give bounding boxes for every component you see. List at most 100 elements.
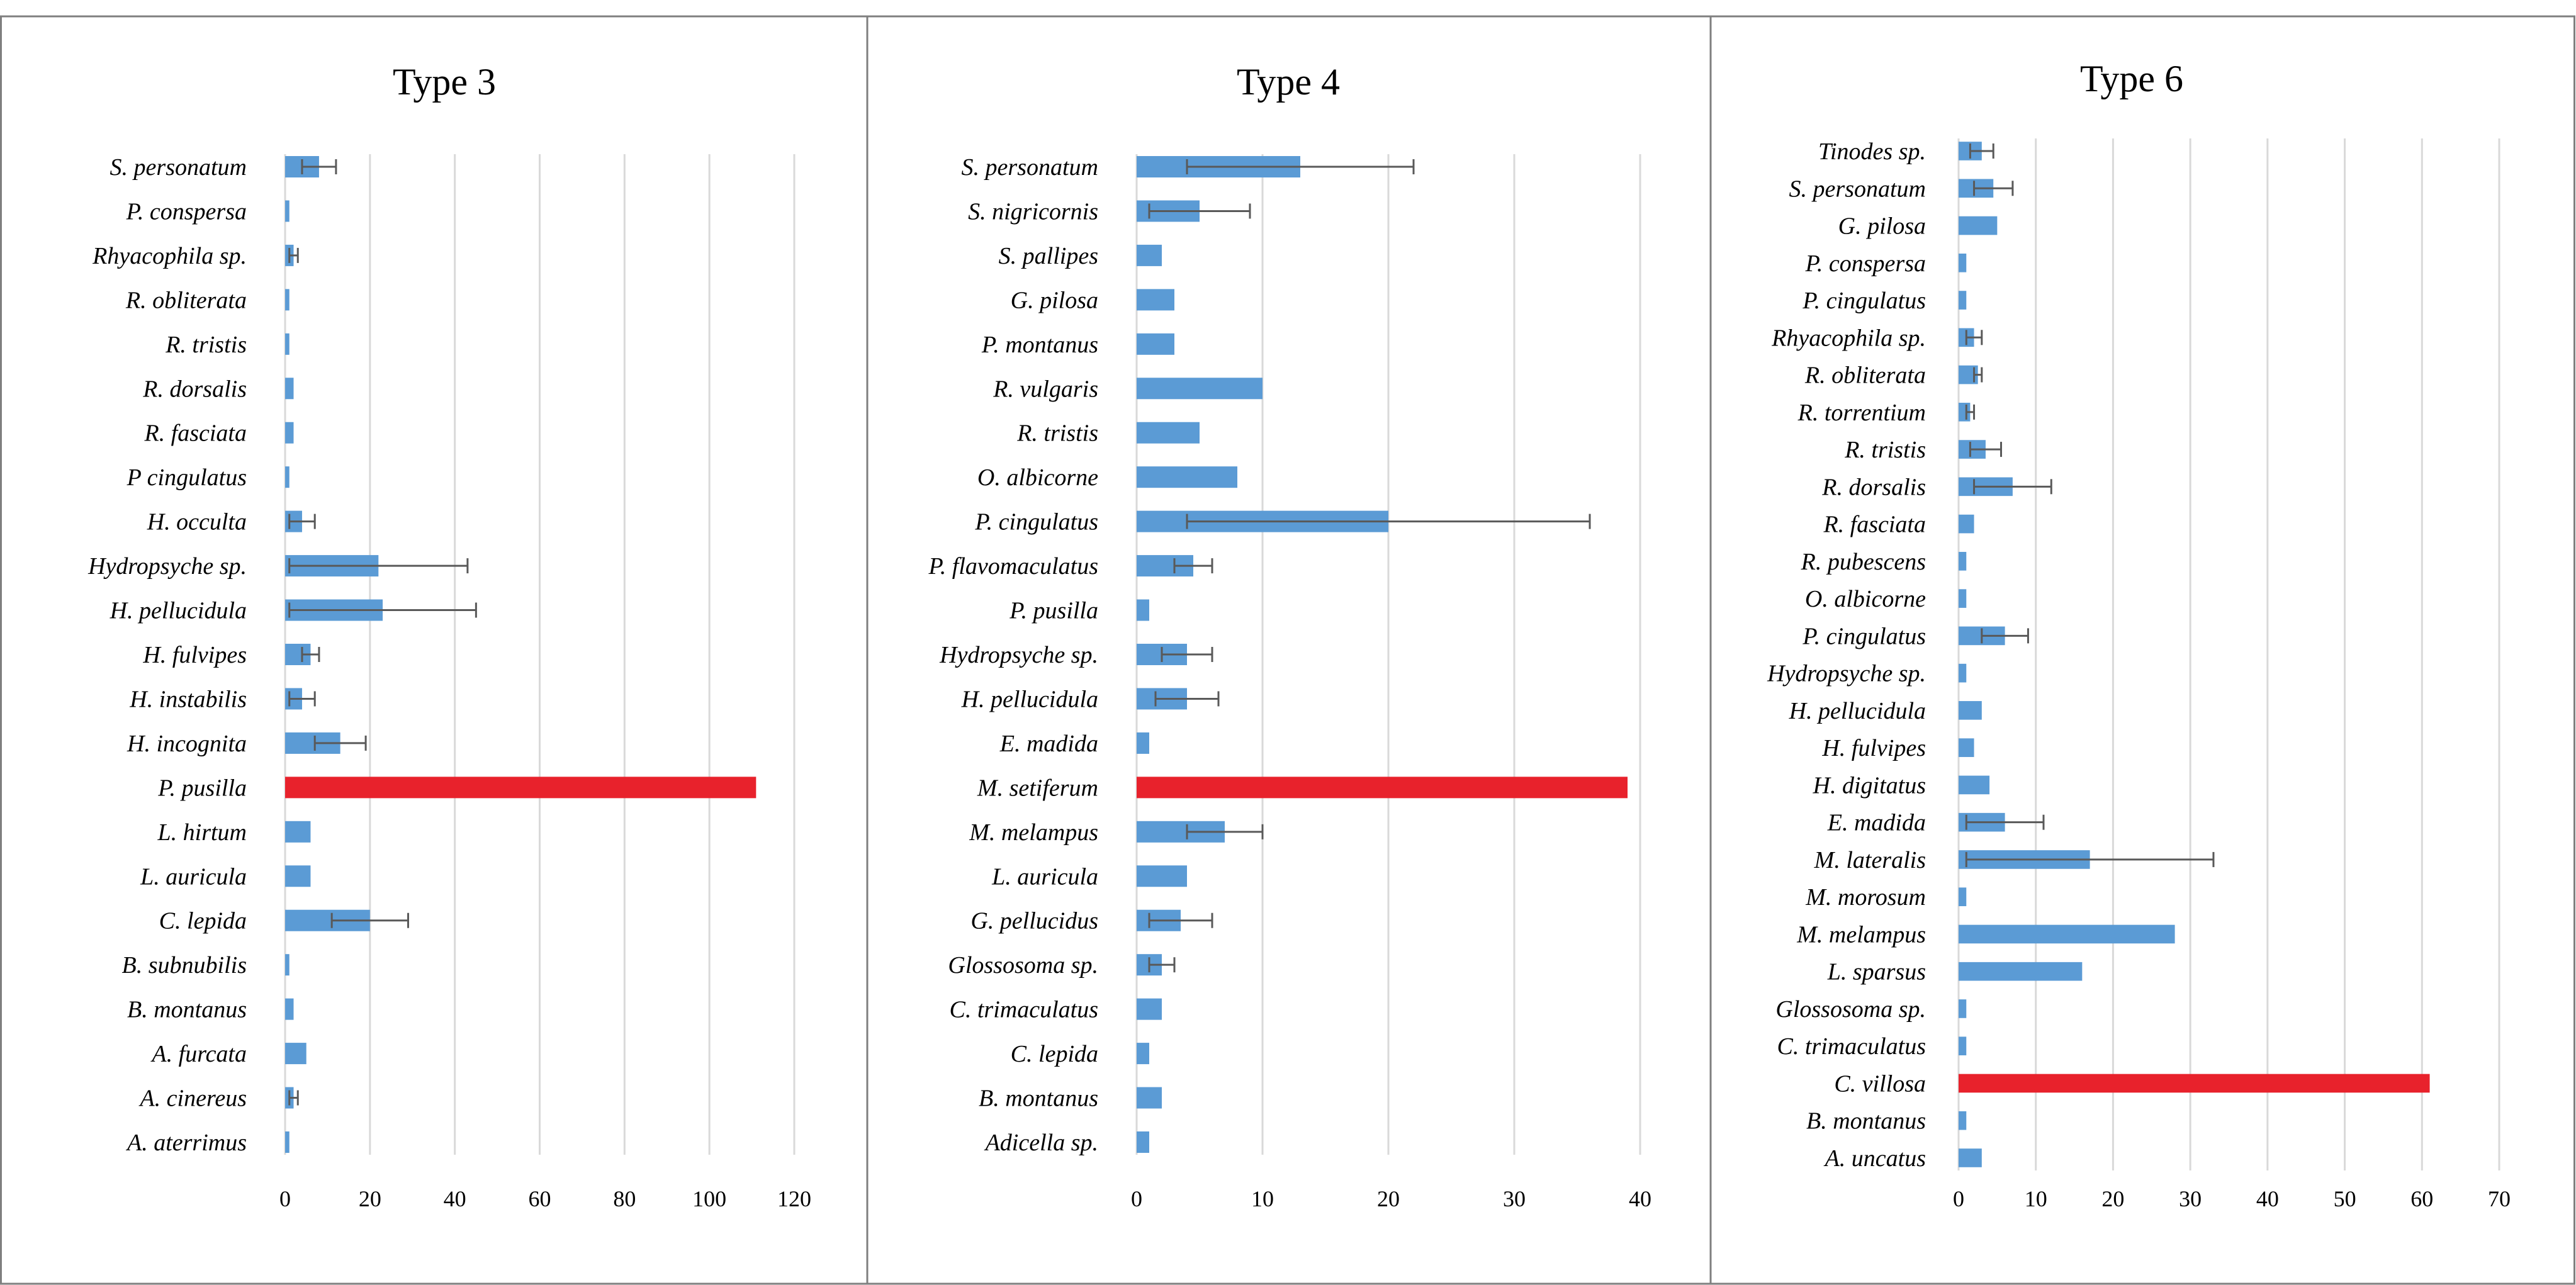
category-label: R. obliterata bbox=[125, 287, 247, 313]
bar bbox=[1959, 999, 1967, 1018]
category-label: P. flavomaculatus bbox=[928, 553, 1098, 580]
chart-panel-type-4: Type 4 0 10 20 30 40 S. personatum S. nigricorn… bbox=[928, 61, 1651, 1211]
category-label: S. personatum bbox=[962, 154, 1098, 181]
chart-panel-type-3: Type 3 0 20 40 60 80 100 120 S. personatum P. con… bbox=[87, 61, 811, 1211]
category-label: Hydropsyche sp. bbox=[939, 642, 1098, 668]
x-tick-label: 70 bbox=[2488, 1186, 2511, 1211]
x-tick-label: 20 bbox=[1377, 1186, 1400, 1211]
category-label: P cingulatus bbox=[127, 464, 247, 491]
category-label: E. madida bbox=[999, 731, 1098, 757]
category-label: P. pusilla bbox=[157, 775, 247, 801]
category-label: P. cingulatus bbox=[1802, 623, 1926, 649]
category-label: M. lateralis bbox=[1814, 847, 1926, 873]
bar bbox=[1137, 1043, 1149, 1065]
x-tick-label: 40 bbox=[444, 1186, 466, 1211]
category-label: R. torrentium bbox=[1797, 400, 1926, 426]
category-label: M. morosum bbox=[1805, 884, 1926, 911]
category-label: P. conspersa bbox=[1805, 250, 1926, 277]
bar bbox=[1959, 1148, 1982, 1167]
category-label: S. personatum bbox=[110, 154, 247, 181]
category-label: L. hirtum bbox=[157, 819, 247, 846]
category-label: R. tristis bbox=[1016, 420, 1098, 447]
category-label: Rhyacophila sp. bbox=[92, 243, 247, 269]
chart-panel-type-6: Type 6 0 10 20 30 40 50 60 70 Tinodes sp. S. perso… bbox=[1767, 58, 2511, 1211]
bar bbox=[1959, 775, 1990, 795]
bar bbox=[1137, 466, 1237, 488]
bar bbox=[1137, 599, 1149, 621]
category-label: H. pellucidula bbox=[110, 598, 247, 624]
category-label: L. auricula bbox=[140, 863, 247, 890]
bar bbox=[1959, 291, 1967, 310]
category-label: H. fulvipes bbox=[1821, 735, 1926, 761]
chart-title: Type 3 bbox=[393, 61, 496, 103]
category-label: S. personatum bbox=[1789, 176, 1926, 202]
bar bbox=[285, 1043, 307, 1065]
bar bbox=[285, 333, 290, 355]
bar bbox=[1137, 378, 1263, 400]
category-label: C. trimaculatus bbox=[1777, 1033, 1926, 1060]
bar bbox=[1959, 663, 1967, 683]
category-label: Rhyacophila sp. bbox=[1771, 325, 1926, 351]
x-tick-label: 60 bbox=[529, 1186, 551, 1211]
x-tick-label: 80 bbox=[613, 1186, 636, 1211]
bar bbox=[285, 1131, 290, 1153]
category-label: C. lepida bbox=[159, 908, 247, 934]
category-label: O. albicorne bbox=[977, 464, 1098, 491]
bar bbox=[1959, 962, 2083, 981]
bar bbox=[1137, 732, 1149, 754]
category-label: A. aterrimus bbox=[125, 1130, 247, 1156]
bar bbox=[1959, 1111, 1967, 1130]
category-label: R. fasciata bbox=[143, 420, 247, 447]
category-label: H. pellucidula bbox=[961, 686, 1098, 712]
bar bbox=[1137, 1131, 1149, 1153]
category-label: R. tristis bbox=[1844, 437, 1926, 463]
category-label: C. trimaculatus bbox=[950, 997, 1098, 1023]
bar bbox=[1137, 865, 1187, 887]
category-label: P. cingulatus bbox=[1802, 288, 1926, 314]
category-label: H. instabilis bbox=[129, 686, 247, 712]
bar bbox=[1959, 589, 1967, 608]
category-label: Hydropsyche sp. bbox=[1767, 661, 1926, 687]
category-label: G. pilosa bbox=[1838, 213, 1926, 240]
category-label: B. montanus bbox=[979, 1086, 1098, 1112]
x-tick-label: 0 bbox=[279, 1186, 291, 1211]
category-label: G. pilosa bbox=[1011, 287, 1098, 313]
category-label: Glossosoma sp. bbox=[948, 952, 1098, 979]
bar bbox=[285, 422, 294, 444]
bar bbox=[285, 998, 294, 1020]
bar bbox=[1959, 924, 2175, 944]
x-tick-label: 100 bbox=[692, 1186, 726, 1211]
category-label: R. obliterata bbox=[1804, 362, 1926, 389]
bar bbox=[1959, 738, 1974, 757]
category-label: H. digitatus bbox=[1813, 772, 1926, 799]
category-label: R. dorsalis bbox=[142, 376, 247, 402]
x-tick-label: 0 bbox=[1953, 1186, 1964, 1211]
category-label: A. uncatus bbox=[1823, 1145, 1926, 1172]
bar bbox=[1959, 403, 1971, 422]
bar bbox=[1137, 998, 1162, 1020]
category-label: E. madida bbox=[1827, 810, 1926, 836]
category-label: S. pallipes bbox=[999, 243, 1098, 269]
bar bbox=[1137, 289, 1174, 311]
category-label: B. montanus bbox=[1806, 1108, 1926, 1135]
bar bbox=[285, 821, 311, 843]
x-tick-label: 30 bbox=[2179, 1186, 2202, 1211]
bar bbox=[1959, 514, 1974, 534]
category-label: P. pusilla bbox=[1009, 598, 1098, 624]
bar bbox=[1137, 1087, 1162, 1109]
category-label: L. sparsus bbox=[1827, 959, 1926, 985]
chart-title: Type 6 bbox=[2080, 58, 2183, 99]
x-tick-label: 50 bbox=[2334, 1186, 2356, 1211]
category-label: R. tristis bbox=[165, 332, 247, 358]
category-label: R. dorsalis bbox=[1821, 474, 1926, 500]
category-label: R. pubescens bbox=[1801, 549, 1926, 575]
category-label: O. albicorne bbox=[1805, 586, 1926, 612]
bar bbox=[1137, 422, 1200, 444]
category-label: A. cinereus bbox=[138, 1086, 247, 1112]
category-label: H. incognita bbox=[127, 731, 247, 757]
highlight-bar bbox=[1137, 777, 1628, 799]
category-label: Adicella sp. bbox=[984, 1130, 1098, 1156]
x-tick-label: 60 bbox=[2410, 1186, 2433, 1211]
bar bbox=[1959, 552, 1967, 571]
bar bbox=[1959, 1036, 1967, 1056]
